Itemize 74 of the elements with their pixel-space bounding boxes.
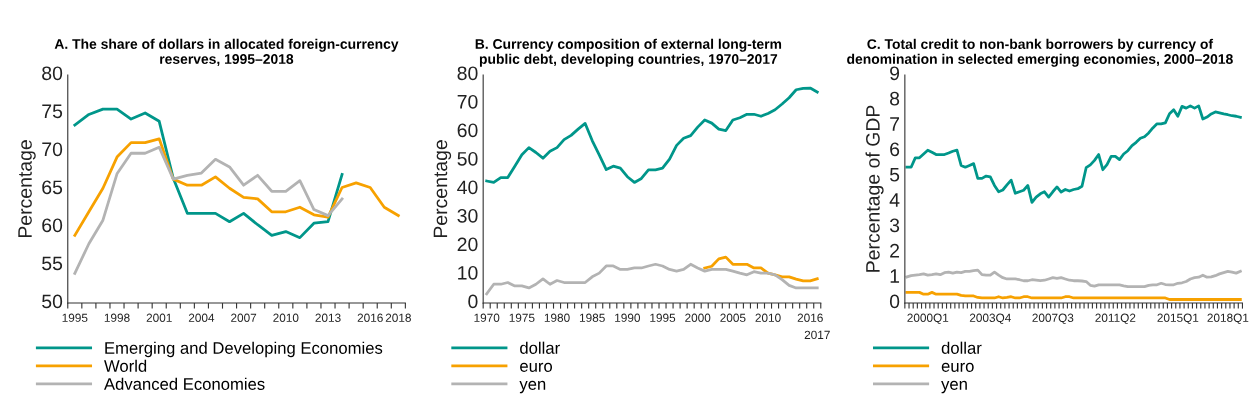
x-tick-label: 2011Q2 [1095, 313, 1136, 325]
y-tick-label: 50 [457, 151, 478, 166]
x-tick-label: 2016 [797, 313, 823, 322]
y-tick-label: 20 [457, 237, 478, 252]
y-tick-label: 2 [890, 243, 900, 258]
chart-title: C. Total credit to non-bank borrowers by currency of denomination in selected emerging economies, 2000–2018 [847, 38, 1233, 67]
legend-label: Emerging and Developing Economies [105, 341, 383, 358]
x-tick-label: 2018Q1 [1207, 313, 1249, 325]
y-tick-label: 70 [42, 142, 63, 157]
y-tick-label: 80 [457, 66, 478, 81]
x-tick-label: 1995 [62, 313, 88, 322]
y-tick-label: 80 [42, 66, 63, 81]
legend-label: euro [941, 362, 974, 372]
line-series [73, 107, 344, 240]
x-tick-label: 1995 [650, 313, 676, 322]
y-tick-label: 1 [890, 269, 900, 283]
x-tick-label: 2017 [804, 330, 830, 340]
x-tick-label: 2004 [188, 313, 215, 322]
y-tick-label: 65 [42, 180, 63, 195]
chart-title: B. Currency composition of external long-term public debt, developing countries, 1970–2017 [475, 38, 782, 67]
y-tick-label: 10 [458, 265, 478, 280]
y-tick-label: 0 [889, 294, 900, 309]
y-tick-label: 70 [457, 94, 478, 109]
x-tick-label: 2000 [685, 313, 711, 322]
legend-label: dollar [520, 341, 560, 354]
x-tick-label: 2007Q3 [1032, 313, 1074, 325]
y-tick-label: 9 [890, 66, 900, 81]
x-tick-label: 1975 [509, 313, 535, 322]
y-tick-label: 6 [890, 142, 900, 157]
y-tick-label: 7 [890, 117, 900, 131]
x-tick-label: 1970 [474, 313, 500, 322]
x-tick-label: 2018 [385, 313, 411, 322]
line-series [485, 86, 819, 184]
line-series [485, 262, 819, 296]
x-tick-label: 2015Q1 [1157, 313, 1199, 325]
y-axis-title: Percentage [18, 140, 36, 238]
line-series [73, 137, 400, 237]
x-tick-label: 2010 [273, 313, 299, 322]
legend-label: yen [941, 380, 967, 394]
legend-label: dollar [941, 341, 982, 354]
x-tick-label: 1998 [104, 313, 130, 322]
y-tick-label: 60 [457, 123, 478, 138]
x-tick-label: 2003Q4 [969, 313, 1011, 325]
y-tick-label: 8 [890, 91, 900, 106]
x-tick-label: 2007 [231, 313, 257, 322]
y-tick-label: 75 [42, 104, 63, 119]
y-axis-title: Percentage [433, 140, 452, 238]
y-axis-title: Percentage of GDP [865, 105, 884, 272]
y-tick-label: 4 [889, 193, 900, 207]
x-tick-label: 1980 [544, 313, 570, 322]
y-tick-label: 40 [457, 180, 478, 195]
line-series [73, 145, 344, 275]
x-tick-label: 1985 [579, 313, 605, 322]
x-tick-label: 2013 [315, 313, 341, 322]
y-tick-label: 30 [457, 208, 478, 223]
x-tick-label: 2001 [146, 313, 172, 322]
x-tick-label: 2005 [720, 313, 746, 322]
legend-label: yen [519, 380, 546, 394]
y-tick-label: 5 [889, 167, 900, 182]
chart-title: A. The share of dollars in allocated foreign-currency reserves, 1995–2018 [54, 38, 399, 66]
legend-label: Advanced Economies [104, 377, 265, 390]
y-tick-label: 3 [889, 218, 900, 233]
x-tick-label: 2016 [357, 313, 383, 322]
x-tick-label: 2010 [755, 313, 781, 322]
line-series [905, 104, 1242, 204]
line-series [905, 268, 1242, 288]
x-tick-label: 2000Q1 [907, 313, 949, 325]
x-tick-label: 1990 [615, 313, 641, 322]
y-tick-label: 60 [42, 218, 63, 233]
y-tick-label: 50 [42, 294, 63, 309]
y-tick-label: 0 [468, 294, 478, 309]
legend-label: euro [520, 362, 553, 372]
legend-label: World [104, 359, 147, 372]
y-tick-label: 55 [42, 256, 63, 271]
